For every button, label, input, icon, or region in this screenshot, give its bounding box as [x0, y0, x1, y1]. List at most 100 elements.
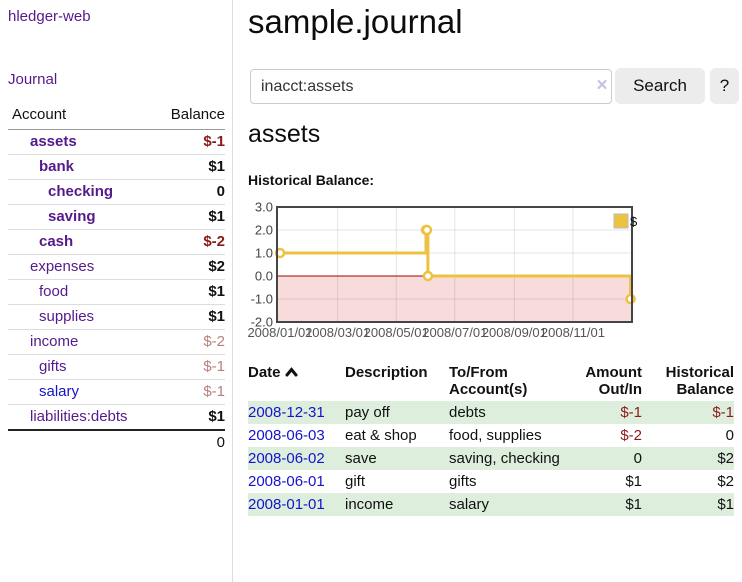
search-input[interactable]	[250, 69, 612, 104]
account-link-bank[interactable]: bank	[8, 154, 154, 180]
register-header-date[interactable]: Date	[248, 361, 345, 401]
register-date-cell: 2008-01-01	[248, 493, 345, 516]
account-link-supplies[interactable]: supplies	[8, 304, 154, 330]
account-link-salary[interactable]: salary	[8, 379, 154, 405]
register-header-date-label: Date	[248, 364, 281, 381]
register-accounts-cell: gifts	[449, 473, 477, 490]
account-link-saving[interactable]: saving	[8, 204, 154, 230]
transaction-date-link[interactable]: 2008-12-31	[248, 404, 325, 421]
account-row: bank $1	[8, 154, 225, 180]
register-amount-cell: $-1	[567, 401, 642, 424]
account-link-cash[interactable]: cash	[8, 229, 154, 255]
svg-text:3.0: 3.0	[255, 200, 273, 215]
account-balance: $-1	[153, 129, 225, 155]
register-amount-cell: $1	[567, 493, 642, 516]
account-row: cash $-2	[8, 229, 225, 255]
register-header-description: Description	[345, 364, 428, 381]
register-balance-cell: $2	[642, 447, 734, 470]
register-amount-cell: 0	[567, 447, 642, 470]
register-description-cell: gift	[345, 473, 366, 490]
register-header-amount: Amount Out/In	[585, 364, 642, 398]
account-link-assets[interactable]: assets	[8, 129, 154, 155]
search-button[interactable]: Search	[615, 68, 705, 104]
register-header-balance: Historical Balance	[665, 364, 734, 398]
svg-text:-2.0: -2.0	[251, 315, 273, 330]
sort-ascending-icon	[285, 364, 298, 381]
svg-text:2008/09/01: 2008/09/01	[482, 325, 547, 340]
account-balance: $-1	[153, 354, 225, 380]
account-row: assets $-1	[8, 129, 225, 155]
account-balance: 0	[153, 179, 225, 205]
account-balance: $1	[153, 404, 225, 431]
register-accounts-cell: debts	[449, 401, 567, 424]
accounts-header-account: Account	[8, 103, 154, 130]
register-amount-cell: $1	[625, 473, 642, 490]
register-header-row: Date Description To/From Account(s) Amou…	[248, 361, 734, 401]
transaction-date-link[interactable]: 2008-06-01	[248, 473, 325, 490]
account-link-liabilities-debts[interactable]: liabilities:debts	[8, 404, 154, 431]
accounts-total-spacer	[8, 429, 154, 455]
register-accounts-cell: salary	[449, 493, 567, 516]
accounts-total-row: 0	[8, 429, 225, 455]
account-link-expenses[interactable]: expenses	[8, 254, 154, 280]
account-balance: $1	[153, 279, 225, 305]
account-row: liabilities:debts $1	[8, 404, 225, 431]
register-date-cell: 2008-06-03	[248, 424, 345, 447]
register-date-cell: 2008-06-01	[248, 470, 345, 493]
svg-text:$: $	[630, 214, 638, 229]
clear-search-icon[interactable]: ×	[596, 75, 608, 96]
svg-text:2008/11/01: 2008/11/01	[541, 325, 605, 340]
accounts-header-row: Account Balance	[8, 103, 225, 130]
transaction-date-link[interactable]: 2008-06-02	[248, 450, 325, 467]
register-date-cell: 2008-12-31	[248, 401, 345, 424]
register-row: 2008-06-03 eat & shop food, supplies $-2 0	[248, 424, 734, 447]
account-row: expenses $2	[8, 254, 225, 280]
account-row: food $1	[8, 279, 225, 305]
register-row: 2008-06-01 gift gifts $1 $2	[248, 470, 734, 493]
account-row: supplies $1	[8, 304, 225, 330]
account-row: income $-2	[8, 329, 225, 355]
sidebar-item-journal[interactable]: Journal	[8, 71, 58, 88]
accounts-header-balance: Balance	[153, 103, 225, 130]
register-header-accounts: To/From Account(s)	[449, 364, 528, 398]
account-balance: $-2	[153, 229, 225, 255]
account-heading: assets	[248, 120, 321, 148]
account-link-gifts[interactable]: gifts	[8, 354, 154, 380]
account-row: salary $-1	[8, 379, 225, 405]
register-balance-cell: $2	[717, 473, 734, 490]
register-description-cell: eat & shop	[345, 427, 417, 444]
accounts-total-value: 0	[153, 429, 225, 455]
account-balance: $2	[153, 254, 225, 280]
register-balance-cell: $1	[642, 493, 734, 516]
historical-balance-chart: $3.0 2.0 1.0 0.0 -1.0 -2.02008/01/012008/03/0…	[247, 200, 638, 340]
account-balance: $-2	[153, 329, 225, 355]
transaction-date-link[interactable]: 2008-01-01	[248, 496, 325, 513]
account-link-checking[interactable]: checking	[8, 179, 154, 205]
register-date-cell: 2008-06-02	[248, 447, 345, 470]
account-row: checking 0	[8, 179, 225, 205]
svg-text:2008/05/01: 2008/05/01	[364, 325, 429, 340]
transaction-date-link[interactable]: 2008-06-03	[248, 427, 325, 444]
register-description-cell: income	[345, 493, 449, 516]
account-link-income[interactable]: income	[8, 329, 154, 355]
svg-text:1.0: 1.0	[255, 246, 273, 261]
register-accounts-cell: saving, checking	[449, 447, 567, 470]
chart-title: Historical Balance:	[248, 172, 375, 188]
account-link-food[interactable]: food	[8, 279, 154, 305]
account-row: gifts $-1	[8, 354, 225, 380]
help-button[interactable]: ?	[710, 68, 739, 104]
register-description-cell: save	[345, 447, 449, 470]
sidebar: hledger-web Journal Account Balance asse…	[0, 0, 233, 582]
register-balance-cell: 0	[725, 427, 734, 444]
page-title: sample.journal	[248, 3, 463, 40]
account-balance: $1	[153, 154, 225, 180]
svg-text:0.0: 0.0	[255, 269, 273, 284]
svg-text:-1.0: -1.0	[251, 292, 273, 307]
account-balance: $1	[153, 204, 225, 230]
app-title-link[interactable]: hledger-web	[8, 8, 91, 25]
account-balance: $-1	[153, 379, 225, 405]
accounts-table: Account Balance assets $-1 bank $1 checking 0…	[8, 103, 225, 455]
register-row: 2008-01-01 income salary $1 $1	[248, 493, 734, 516]
svg-text:2008/03/01: 2008/03/01	[305, 325, 370, 340]
account-balance: $1	[153, 304, 225, 330]
